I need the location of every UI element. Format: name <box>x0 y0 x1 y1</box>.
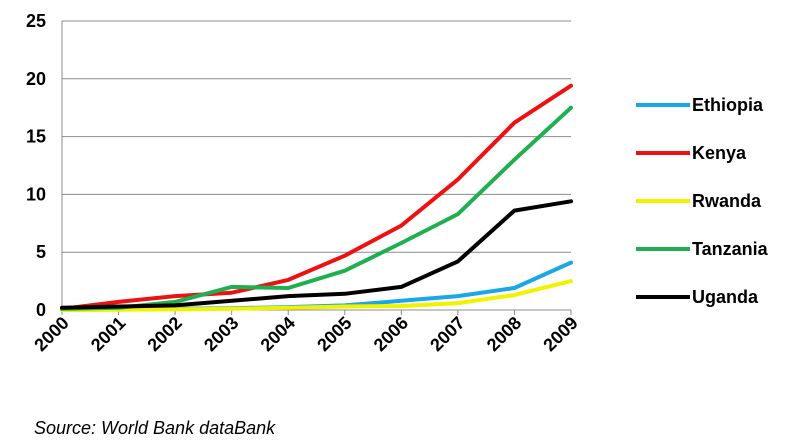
source-note: Source: World Bank dataBank <box>34 418 276 438</box>
y-axis-tick-labels: 0 5 10 15 20 25 <box>26 11 46 320</box>
series-line-uganda <box>60 199 573 310</box>
y-tick-label-5: 5 <box>36 242 46 262</box>
y-tick-label-0: 0 <box>36 300 46 320</box>
y-tick-label-20: 20 <box>26 69 46 89</box>
x-tick-label-2001: 2001 <box>87 313 129 355</box>
x-tick-label-2007: 2007 <box>426 313 468 355</box>
series-line-rwanda <box>60 279 573 312</box>
series-line-tanzania <box>60 105 573 311</box>
series-line-kenya <box>60 83 573 311</box>
y-tick-label-10: 10 <box>26 184 46 204</box>
y-tick-label-15: 15 <box>26 127 46 147</box>
x-tick-label-2009: 2009 <box>539 313 581 355</box>
legend-label-kenya: Kenya <box>692 143 747 163</box>
gridlines <box>62 20 571 253</box>
legend-label-tanzania: Tanzania <box>692 239 769 259</box>
x-tick-label-2002: 2002 <box>143 313 185 355</box>
x-tick-label-2003: 2003 <box>200 313 242 355</box>
x-tick-label-2006: 2006 <box>370 313 412 355</box>
x-tick-label-2008: 2008 <box>483 313 525 355</box>
x-tick-label-2004: 2004 <box>257 313 299 355</box>
series-lines <box>60 83 573 312</box>
legend-label-rwanda: Rwanda <box>692 191 762 211</box>
legend-label-ethiopia: Ethiopia <box>692 95 764 115</box>
legend: Ethiopia Kenya Rwanda Tanzania Uganda <box>636 95 769 307</box>
x-tick-label-2005: 2005 <box>313 313 355 355</box>
y-tick-label-25: 25 <box>26 11 46 31</box>
legend-label-uganda: Uganda <box>692 287 759 307</box>
